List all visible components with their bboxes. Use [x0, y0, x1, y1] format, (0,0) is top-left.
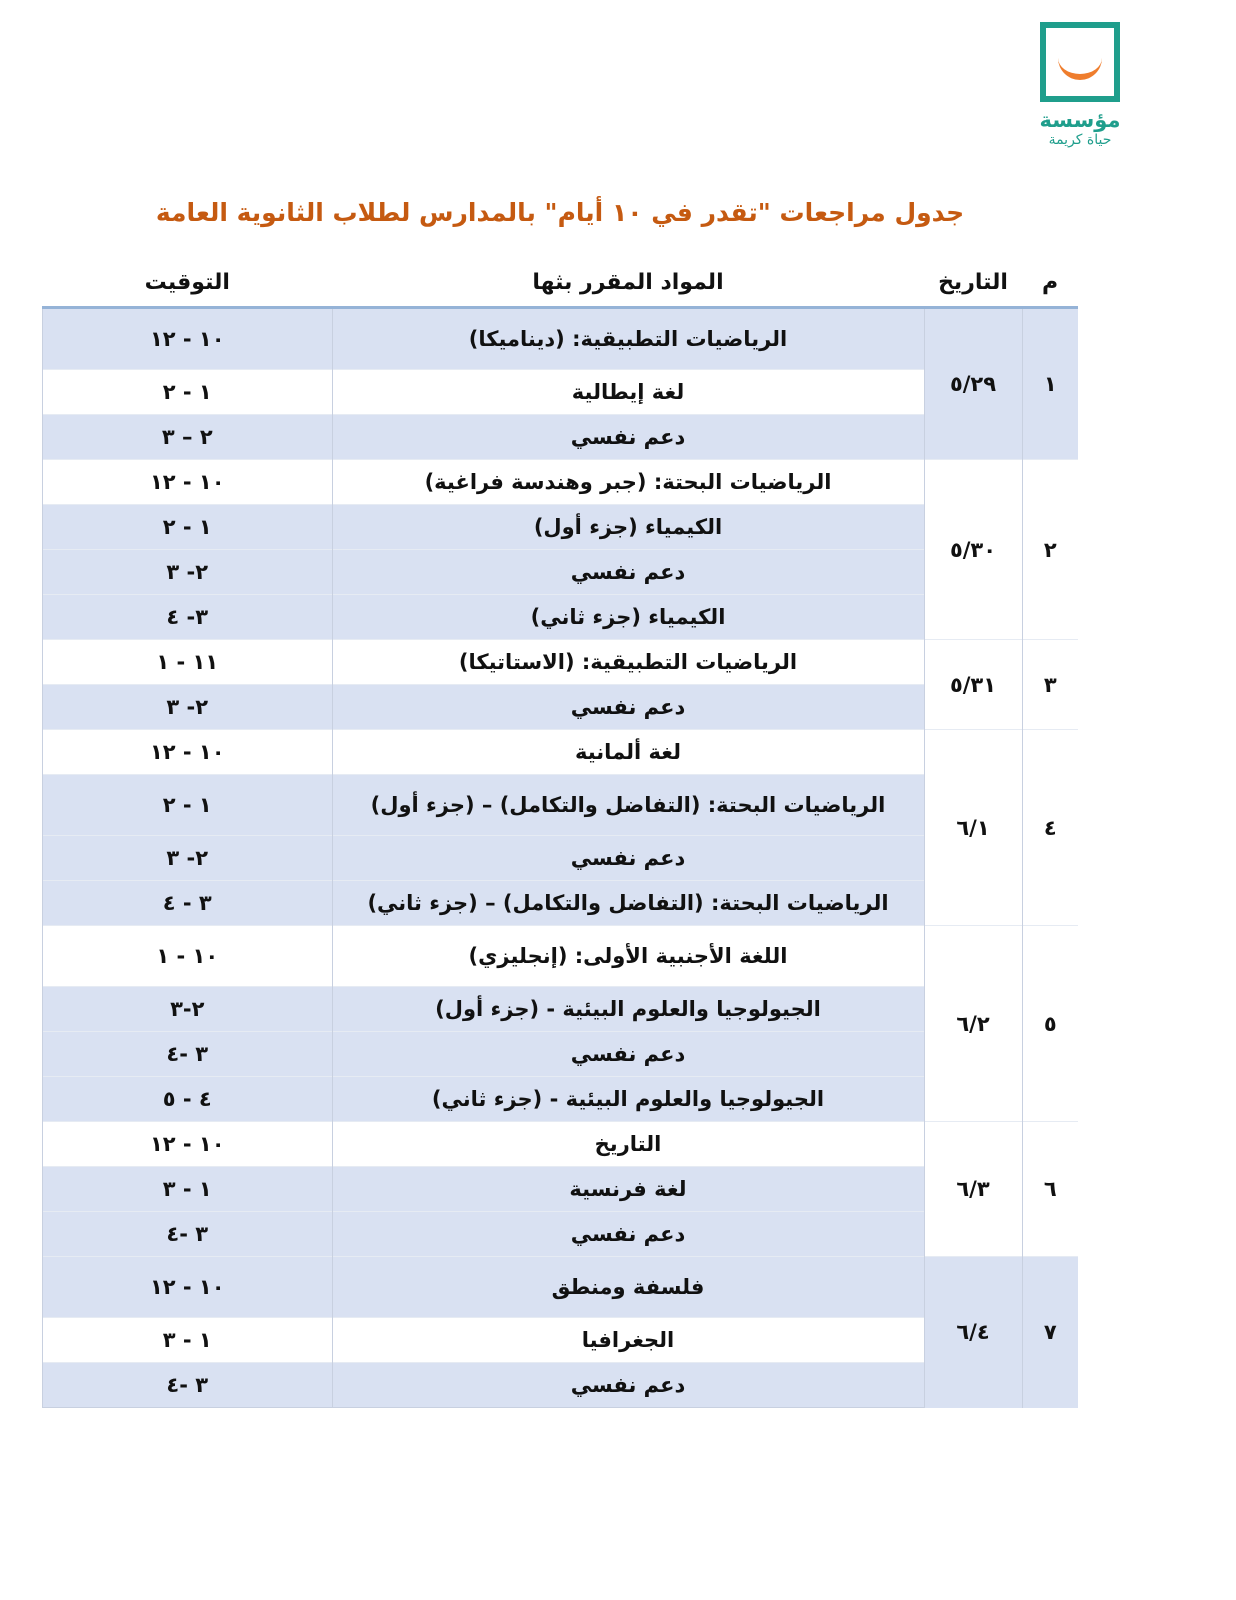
cell-time: ١ - ٢ [42, 369, 332, 415]
cell-time: ٢- ٣ [42, 549, 332, 595]
cell-subject: دعم نفسي [331, 684, 924, 730]
cell-time: ١ - ٣ [42, 1166, 332, 1212]
cell-num: ١ [1021, 307, 1078, 460]
logo-line1: مؤسسة [1039, 108, 1121, 132]
cell-num: ٢ [1021, 459, 1078, 640]
cell-num: ٣ [1021, 639, 1078, 730]
cell-time: ٤ - ٥ [42, 1076, 332, 1122]
table-row: الرياضيات البحتة: (التفاضل والتكامل) – (… [42, 774, 1079, 836]
cell-time: ١١ - ١ [42, 639, 332, 685]
table-row: ٥ ٦/٢ اللغة الأجنبية الأولى: (إنجليزي) ١٠ -… [42, 925, 1078, 1122]
cell-date: ٦/٣ [923, 1121, 1022, 1257]
cell-num: ٧ [1021, 1256, 1078, 1408]
table-row: ٦ ٦/٣ التاريخ ١٠ - ١٢ [42, 1121, 1078, 1257]
table-row: الكيمياء (جزء أول) ١ - ٢ [42, 504, 1079, 550]
cell-time: ٢ – ٣ [42, 414, 332, 460]
cell-subject: دعم نفسي [331, 835, 924, 881]
cell-subject: فلسفة ومنطق [331, 1256, 924, 1318]
cell-date: ٥/٣١ [923, 639, 1022, 730]
cell-time: ١ - ٢ [42, 774, 332, 836]
table-row: ٤ ٦/١ لغة ألمانية ١٠ - ١٢ [42, 729, 1078, 926]
cell-time: ٣ -٤ [42, 1211, 332, 1257]
cell-time: ١ - ٣ [42, 1317, 332, 1363]
cell-time: ٣ - ٤ [42, 880, 332, 926]
cell-subject: الجيولوجيا والعلوم البيئية - (جزء ثاني) [331, 1076, 924, 1122]
table-row: الجغرافيا ١ - ٣ [42, 1317, 1079, 1363]
cell-num: ٥ [1021, 925, 1078, 1122]
table-row: الجيولوجيا والعلوم البيئية - (جزء أول) ٢-… [42, 986, 1079, 1032]
cell-subject: لغة ألمانية [331, 729, 924, 775]
table-row: دعم نفسي ٢- ٣ [42, 684, 1079, 730]
cell-subject: الكيمياء (جزء ثاني) [331, 594, 924, 640]
header-num: م [1022, 258, 1078, 309]
table-row: لغة فرنسية ١ - ٣ [42, 1166, 1079, 1212]
table-row: دعم نفسي ٢ – ٣ [42, 414, 1079, 460]
schedule-table: م التاريخ المواد المقرر بثها التوقيت ١ ٥/… [42, 258, 1078, 1408]
cell-subject: الرياضيات البحتة: (التفاضل والتكامل) – (… [331, 880, 924, 926]
cell-subject: لغة إيطالية [331, 369, 924, 415]
cell-subject: اللغة الأجنبية الأولى: (إنجليزي) [331, 925, 924, 987]
header-subject: المواد المقرر بثها [332, 258, 924, 309]
cell-subject: التاريخ [331, 1121, 924, 1167]
cell-subject: الرياضيات التطبيقية: (الاستاتيكا) [331, 639, 924, 685]
table-row: دعم نفسي ٣ -٤ [42, 1211, 1079, 1257]
cell-subject: دعم نفسي [331, 1362, 924, 1408]
table-row: الجيولوجيا والعلوم البيئية - (جزء ثاني) ٤… [42, 1076, 1079, 1122]
cell-num: ٦ [1021, 1121, 1078, 1257]
logo: مؤسسة حياة كريمة [1030, 22, 1130, 148]
cell-subject: دعم نفسي [331, 549, 924, 595]
cell-subject: الكيمياء (جزء أول) [331, 504, 924, 550]
cell-time: ١٠ - ١٢ [42, 307, 332, 370]
cell-time: ١٠ - ١٢ [42, 459, 332, 505]
cell-subject: الرياضيات البحتة: (التفاضل والتكامل) – (… [331, 774, 924, 836]
table-row: الرياضيات البحتة: (التفاضل والتكامل) – (… [42, 880, 1079, 926]
cell-subject: لغة فرنسية [331, 1166, 924, 1212]
cell-date: ٥/٣٠ [923, 459, 1022, 640]
logo-line2: حياة كريمة [1048, 132, 1112, 148]
table-row: لغة إيطالية ١ - ٢ [42, 369, 1079, 415]
table-row: ٣ ٥/٣١ الرياضيات التطبيقية: (الاستاتيكا) ١١… [42, 639, 1078, 730]
cell-time: ٣- ٤ [42, 594, 332, 640]
cell-date: ٥/٢٩ [923, 307, 1022, 460]
logo-frame-icon [1040, 22, 1120, 102]
table-row: ١ ٥/٢٩ الرياضيات التطبيقية: (ديناميكا) ١٠ -… [42, 307, 1078, 460]
cell-subject: الرياضيات التطبيقية: (ديناميكا) [331, 307, 924, 370]
cell-time: ٣ -٤ [42, 1362, 332, 1408]
page-title: جدول مراجعات "تقدر في ١٠ أيام" بالمدارس … [155, 198, 965, 227]
cell-time: ١٠ - ١٢ [42, 729, 332, 775]
header-date: التاريخ [924, 258, 1022, 309]
cell-subject: دعم نفسي [331, 414, 924, 460]
cell-time: ٣ -٤ [42, 1031, 332, 1077]
cell-time: ١٠ - ١٢ [42, 1256, 332, 1318]
cell-date: ٦/٢ [923, 925, 1022, 1122]
cell-date: ٦/٤ [923, 1256, 1022, 1408]
cell-subject: دعم نفسي [331, 1211, 924, 1257]
table-row: دعم نفسي ٣ -٤ [42, 1362, 1079, 1408]
cell-time: ٢- ٣ [42, 684, 332, 730]
cell-subject: الجيولوجيا والعلوم البيئية - (جزء أول) [331, 986, 924, 1032]
cell-subject: دعم نفسي [331, 1031, 924, 1077]
table-row: ٢ ٥/٣٠ الرياضيات البحتة: (جبر وهندسة فراغي… [42, 459, 1078, 640]
cell-date: ٦/١ [923, 729, 1022, 926]
cell-time: ٢-٣ [42, 986, 332, 1032]
table-row: دعم نفسي ٢- ٣ [42, 549, 1079, 595]
cell-subject: الجغرافيا [331, 1317, 924, 1363]
table-row: ٧ ٦/٤ فلسفة ومنطق ١٠ - ١٢ [42, 1256, 1078, 1408]
table-header: م التاريخ المواد المقرر بثها التوقيت [42, 258, 1078, 309]
cell-time: ١٠ - ١ [42, 925, 332, 987]
cell-num: ٤ [1021, 729, 1078, 926]
cell-time: ٢- ٣ [42, 835, 332, 881]
table-row: دعم نفسي ٣ -٤ [42, 1031, 1079, 1077]
table-row: الكيمياء (جزء ثاني) ٣- ٤ [42, 594, 1079, 640]
table-row: دعم نفسي ٢- ٣ [42, 835, 1079, 881]
header-time: التوقيت [42, 258, 332, 309]
cell-subject: الرياضيات البحتة: (جبر وهندسة فراغية) [331, 459, 924, 505]
cell-time: ١٠ - ١٢ [42, 1121, 332, 1167]
cell-time: ١ - ٢ [42, 504, 332, 550]
